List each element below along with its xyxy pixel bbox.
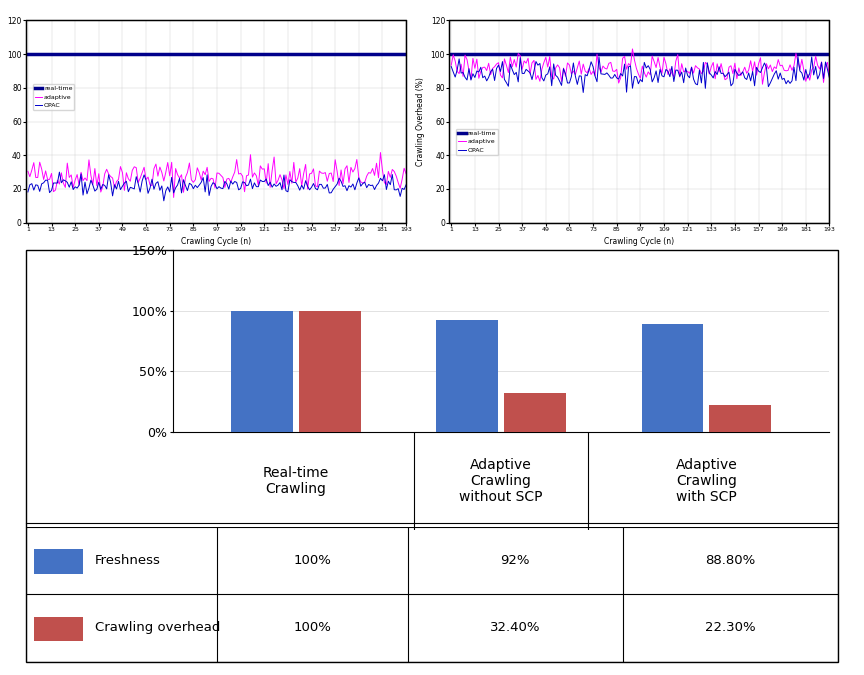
Text: 92%: 92% (500, 554, 530, 567)
real-time (681, 50, 691, 58)
adaptive (308, 165, 319, 173)
adaptive (535, 77, 545, 85)
OPAC (401, 181, 411, 189)
real-time (584, 50, 594, 58)
Bar (232, 310, 293, 432)
real-time (111, 50, 122, 58)
Text: 22.30%: 22.30% (705, 621, 756, 634)
real-time (401, 50, 411, 58)
real-time (175, 50, 185, 58)
adaptive (598, 62, 608, 70)
adaptive (307, 169, 317, 178)
Legend: real-time, adaptive, OPAC: real-time, adaptive, OPAC (456, 129, 498, 155)
Line: OPAC: OPAC (28, 172, 406, 201)
OPAC (164, 188, 175, 196)
adaptive (732, 75, 742, 83)
real-time (535, 50, 545, 58)
Text: Crawling overhead: Crawling overhead (95, 621, 220, 634)
adaptive (259, 165, 270, 173)
Line: OPAC: OPAC (451, 57, 829, 92)
Text: 88.80%: 88.80% (705, 554, 756, 567)
real-time (446, 50, 456, 58)
OPAC (586, 58, 596, 66)
OPAC (793, 53, 804, 61)
adaptive (627, 45, 638, 53)
Line: adaptive: adaptive (28, 153, 406, 197)
adaptive (168, 193, 179, 201)
Bar (34, 617, 83, 641)
adaptive (375, 148, 385, 157)
real-time (730, 50, 740, 58)
real-time (727, 50, 738, 58)
real-time (598, 50, 608, 58)
Text: 32.40%: 32.40% (490, 621, 541, 634)
real-time (824, 50, 835, 58)
Line: adaptive: adaptive (451, 49, 829, 84)
OPAC (22, 188, 33, 196)
OPAC (310, 184, 321, 192)
Text: Real-time
Crawling: Real-time Crawling (263, 466, 329, 496)
X-axis label: Crawling Cycle (n): Crawling Cycle (n) (604, 238, 675, 246)
real-time (161, 50, 171, 58)
Bar (436, 320, 498, 432)
OPAC (683, 72, 693, 80)
Bar (299, 310, 360, 432)
OPAC (578, 88, 588, 97)
Bar (34, 549, 83, 574)
Y-axis label: Crawling Overhead (%): Crawling Overhead (%) (416, 77, 425, 166)
Legend: real-time, adaptive, OPAC: real-time, adaptive, OPAC (33, 84, 74, 110)
Text: 100%: 100% (293, 621, 331, 634)
Bar (709, 405, 771, 432)
OPAC (732, 69, 742, 77)
OPAC (600, 70, 610, 78)
X-axis label: Crawling Cycle (n): Crawling Cycle (n) (181, 238, 251, 246)
adaptive (401, 169, 411, 178)
real-time (307, 50, 317, 58)
OPAC (446, 63, 456, 71)
adaptive (111, 178, 122, 186)
OPAC (261, 175, 271, 183)
Text: Freshness: Freshness (95, 554, 161, 567)
Text: Adaptive
Crawling
with SCP: Adaptive Crawling with SCP (676, 458, 737, 504)
Text: 100%: 100% (293, 554, 331, 567)
OPAC (159, 197, 169, 205)
adaptive (161, 168, 171, 176)
adaptive (683, 68, 693, 76)
Bar (642, 324, 703, 432)
OPAC (113, 178, 124, 186)
adaptive (584, 64, 594, 72)
Y-axis label: Freshness (%): Freshness (%) (0, 95, 2, 148)
OPAC (535, 59, 545, 68)
OPAC (308, 180, 319, 188)
real-time (304, 50, 314, 58)
OPAC (824, 74, 835, 82)
adaptive (22, 167, 33, 176)
OPAC (178, 176, 188, 184)
OPAC (54, 168, 65, 176)
adaptive (730, 59, 740, 68)
Text: Adaptive
Crawling
without SCP: Adaptive Crawling without SCP (460, 458, 543, 504)
adaptive (824, 74, 835, 82)
OPAC (730, 65, 740, 74)
adaptive (446, 61, 456, 70)
Bar (505, 393, 566, 432)
real-time (22, 50, 33, 58)
adaptive (176, 171, 187, 179)
adaptive (757, 80, 767, 88)
real-time (257, 50, 268, 58)
